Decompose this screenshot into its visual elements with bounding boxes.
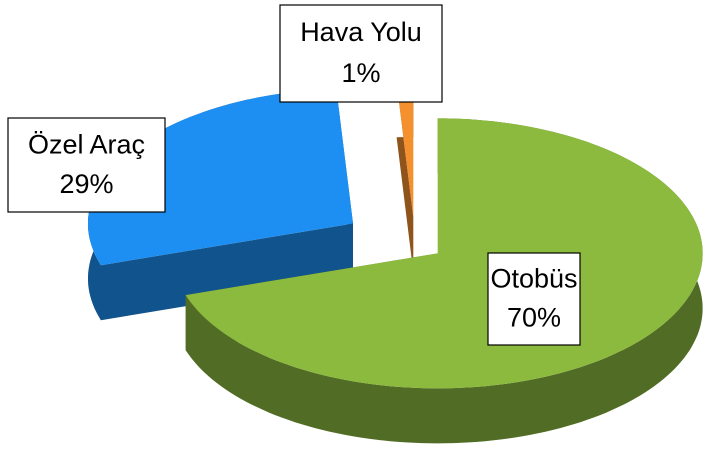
data-label-box [487, 252, 581, 346]
value-label: 1% [341, 58, 380, 88]
data-label-box [279, 4, 443, 103]
slice-top [88, 88, 353, 266]
category-label: Hava Yolu [300, 17, 422, 47]
value-label: 70% [507, 302, 561, 332]
value-label: 29% [59, 169, 113, 199]
category-label: Özel Araç [28, 129, 145, 159]
pie-slice [396, 82, 414, 272]
data-label-box [7, 117, 166, 213]
slice-top [396, 82, 414, 217]
category-label: Otobüs [490, 264, 577, 294]
